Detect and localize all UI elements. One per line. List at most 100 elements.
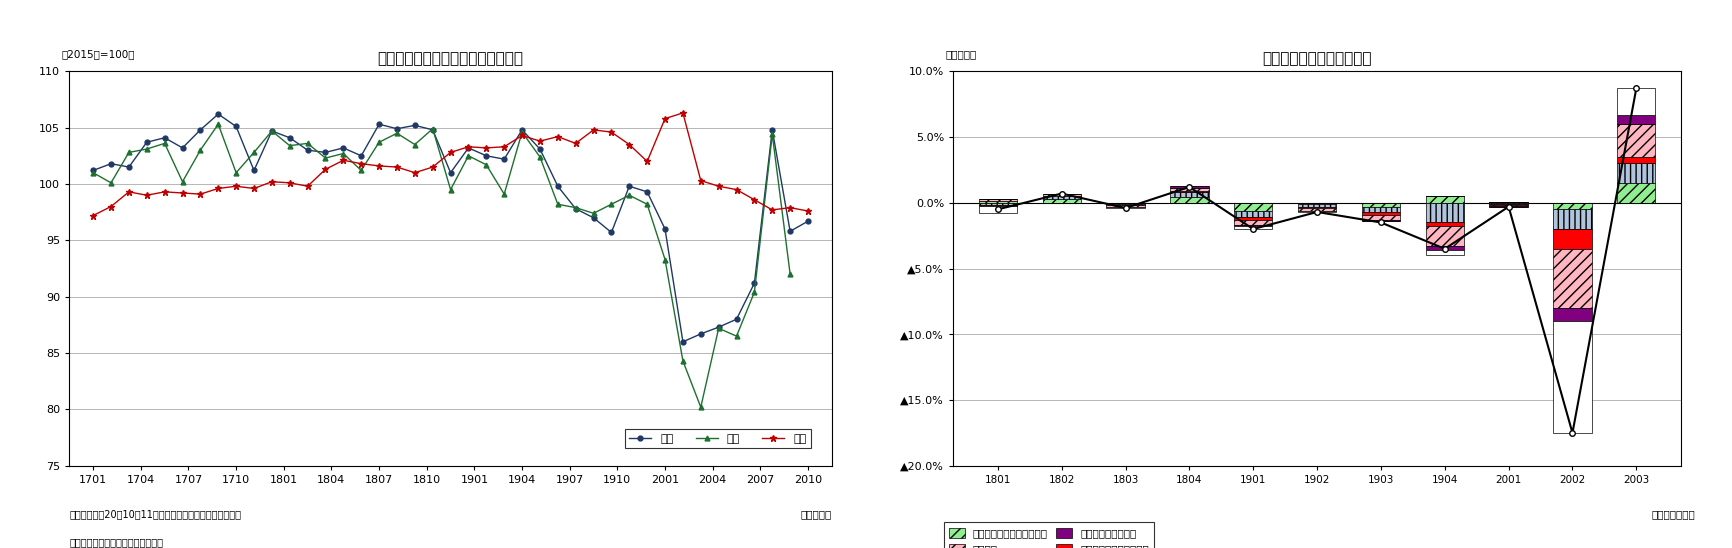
Bar bbox=[1105, 206, 1145, 207]
出荷 bbox=[726, 333, 746, 339]
Bar bbox=[1361, 212, 1399, 215]
生産 bbox=[762, 127, 783, 133]
Bar bbox=[1425, 196, 1464, 203]
Title: 鉱工業生産の業種別寄与度: 鉱工業生産の業種別寄与度 bbox=[1261, 51, 1372, 66]
生産 bbox=[689, 330, 710, 337]
Bar bbox=[1043, 194, 1081, 196]
生産 bbox=[154, 134, 175, 141]
生産 bbox=[83, 167, 104, 174]
在庫 bbox=[618, 141, 639, 148]
Bar bbox=[1233, 226, 1271, 229]
Bar bbox=[1425, 246, 1464, 250]
Bar bbox=[1425, 222, 1464, 226]
出荷 bbox=[565, 204, 585, 211]
Bar bbox=[1616, 163, 1654, 183]
Bar bbox=[979, 202, 1017, 203]
Bar bbox=[1361, 203, 1399, 207]
生産 bbox=[726, 316, 746, 323]
出荷 bbox=[100, 180, 121, 186]
在庫 bbox=[333, 157, 353, 164]
出荷 bbox=[476, 162, 497, 168]
在庫 bbox=[171, 190, 192, 196]
出荷 bbox=[333, 150, 353, 157]
生産 bbox=[208, 111, 229, 117]
Bar bbox=[1233, 217, 1271, 220]
在庫 bbox=[83, 212, 104, 219]
Bar bbox=[1552, 249, 1590, 308]
在庫 bbox=[191, 191, 211, 197]
Bar bbox=[1169, 186, 1207, 189]
Bar bbox=[1297, 208, 1335, 210]
Bar bbox=[1425, 226, 1464, 246]
出荷 bbox=[689, 404, 710, 410]
出荷 bbox=[457, 152, 478, 159]
出荷 bbox=[530, 153, 551, 160]
Bar bbox=[1169, 189, 1207, 191]
在庫 bbox=[225, 183, 246, 190]
在庫 bbox=[369, 163, 390, 169]
出荷 bbox=[440, 186, 461, 193]
Bar bbox=[1425, 250, 1464, 255]
出荷 bbox=[618, 192, 639, 198]
生産 bbox=[655, 226, 675, 232]
出荷 bbox=[386, 130, 407, 136]
生産 bbox=[386, 125, 407, 132]
在庫 bbox=[315, 166, 336, 173]
出荷 bbox=[208, 121, 229, 128]
出荷 bbox=[582, 210, 603, 216]
在庫 bbox=[582, 127, 603, 133]
出荷 bbox=[350, 167, 371, 174]
在庫 bbox=[726, 186, 746, 193]
Bar bbox=[1552, 209, 1590, 229]
Bar bbox=[1105, 207, 1145, 208]
生産 bbox=[530, 146, 551, 152]
在庫 bbox=[208, 185, 229, 192]
在庫 bbox=[262, 179, 282, 185]
Line: 生産: 生産 bbox=[90, 112, 811, 344]
在庫 bbox=[655, 115, 675, 122]
Bar bbox=[1616, 88, 1654, 115]
生産 bbox=[296, 147, 317, 153]
在庫 bbox=[457, 144, 478, 150]
出荷 bbox=[171, 179, 192, 185]
Bar bbox=[979, 206, 1017, 213]
出荷 bbox=[601, 201, 622, 208]
出荷 bbox=[779, 271, 800, 277]
生産 bbox=[708, 324, 729, 330]
出荷 bbox=[83, 169, 104, 176]
Text: （年・四半期）: （年・四半期） bbox=[1651, 509, 1694, 519]
在庫 bbox=[565, 140, 585, 147]
生産 bbox=[672, 339, 693, 345]
Bar bbox=[1488, 204, 1528, 205]
Bar bbox=[979, 203, 1017, 206]
出荷 bbox=[423, 125, 443, 132]
生産 bbox=[565, 206, 585, 212]
Bar bbox=[1616, 124, 1654, 157]
出荷 bbox=[672, 358, 693, 364]
生産 bbox=[743, 280, 764, 287]
出荷 bbox=[762, 131, 783, 138]
在庫 bbox=[494, 144, 514, 150]
在庫 bbox=[743, 197, 764, 203]
Bar bbox=[1552, 203, 1590, 209]
生産 bbox=[315, 149, 336, 156]
Bar bbox=[1233, 203, 1271, 210]
Bar bbox=[979, 199, 1017, 202]
出荷 bbox=[494, 191, 514, 197]
Text: （年・月）: （年・月） bbox=[800, 509, 831, 519]
在庫 bbox=[762, 207, 783, 213]
生産 bbox=[601, 229, 622, 236]
Bar bbox=[1297, 204, 1335, 207]
出荷 bbox=[315, 155, 336, 161]
在庫 bbox=[404, 169, 424, 176]
Bar bbox=[1233, 210, 1271, 217]
出荷 bbox=[708, 325, 729, 332]
出荷 bbox=[225, 169, 246, 176]
生産 bbox=[797, 218, 818, 225]
生産 bbox=[440, 169, 461, 176]
在庫 bbox=[137, 192, 158, 198]
Legend: 生産用・汎用・業務用機械, 輸送機械, 電子部品・デバイス、, 電気・情報通信機械, 化学工業（除、医薬品）, その他: 生産用・汎用・業務用機械, 輸送機械, 電子部品・デバイス、, 電気・情報通信機… bbox=[944, 522, 1154, 548]
出荷 bbox=[154, 140, 175, 147]
Bar bbox=[1043, 196, 1081, 199]
在庫 bbox=[244, 185, 265, 192]
